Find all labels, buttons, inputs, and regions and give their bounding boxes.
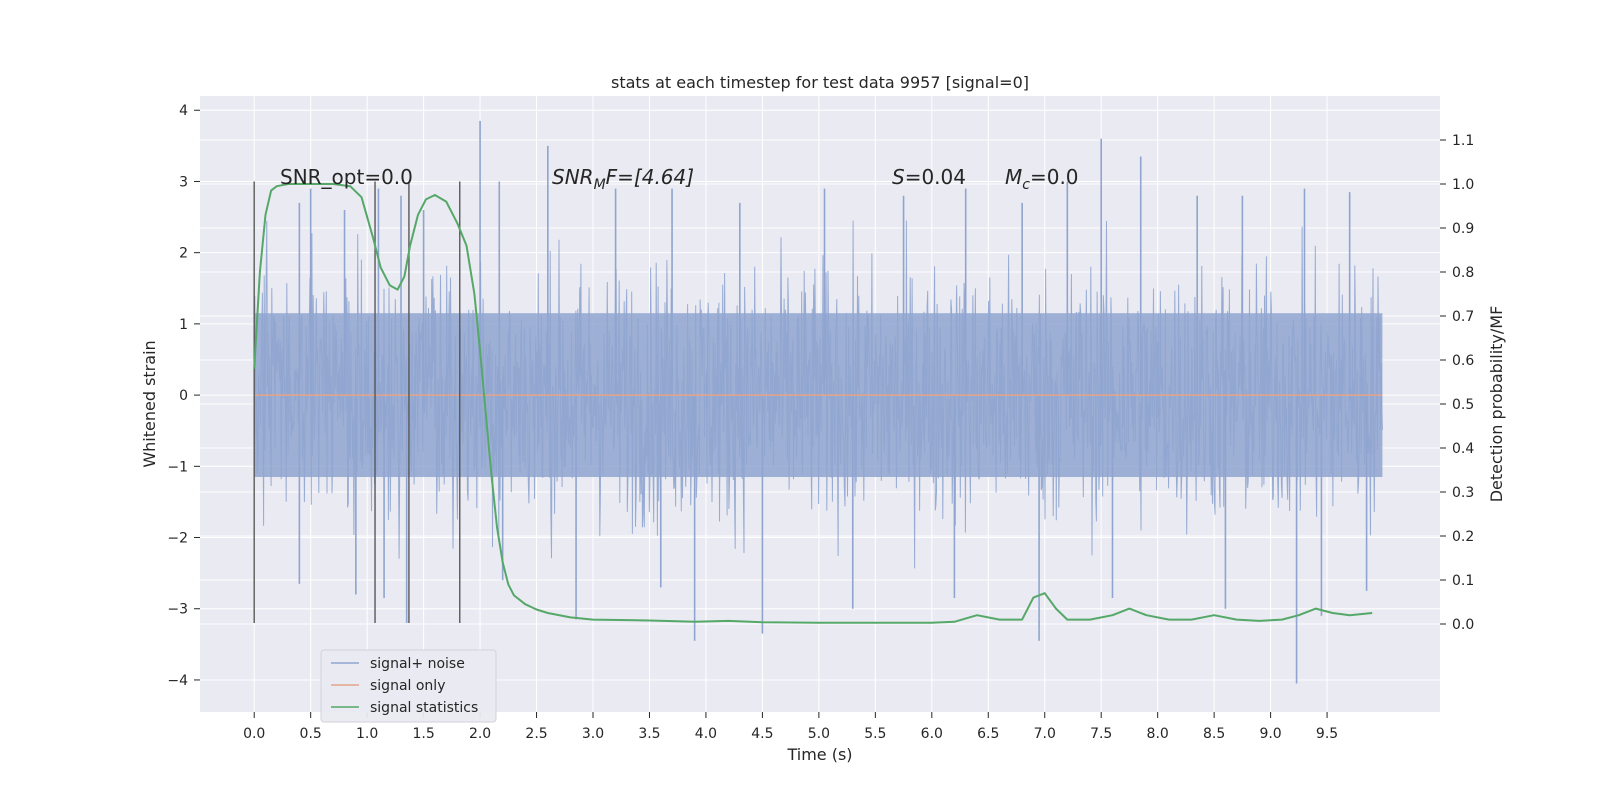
signal-statistics-series [253, 183, 1373, 624]
annotation-mc: Mc=0.0 [1005, 165, 1079, 193]
legend-label-noise: signal+ noise [370, 656, 465, 672]
x-tick-label-12: 6.0 [921, 726, 943, 742]
x-tick-label-3: 1.5 [412, 726, 434, 742]
x-tick-label-18: 9.0 [1259, 726, 1281, 742]
y2-tick-label-4: 0.7 [1452, 309, 1474, 325]
x-tick-label-14: 7.0 [1034, 726, 1056, 742]
y2-axis-label: Detection probability/MF [1487, 306, 1506, 503]
mc-sub: c [1022, 177, 1030, 193]
x-tick-label-11: 5.5 [864, 726, 886, 742]
y2-tick-label-2: 0.9 [1452, 221, 1474, 237]
y2-tick-label-0: 1.1 [1452, 133, 1474, 149]
x-tick-label-17: 8.5 [1203, 726, 1225, 742]
legend: signal+ noise signal only signal statist… [320, 649, 497, 723]
s-rest: =0.04 [905, 165, 966, 189]
annotation-snr-opt: SNR_opt=0.0 [280, 165, 413, 189]
legend-box [320, 649, 497, 723]
x-tick-label-0: 0.0 [243, 726, 265, 742]
y-tick-label-4: 0 [179, 388, 188, 404]
s-italic: S [892, 165, 905, 189]
y-axis-label: Whitened strain [140, 340, 159, 467]
x-tick-label-6: 3.0 [582, 726, 604, 742]
x-axis-ticks: 0.0 0.5 1.0 1.5 2.0 2.5 3.0 3.5 4.0 4.5 5.0 5.5 6.0 6… [243, 712, 1338, 742]
annotation-snr-mf: SNRMF=[4.64] [552, 165, 694, 193]
y-tick-label-8: −4 [167, 673, 188, 689]
x-tick-label-5: 2.5 [525, 726, 547, 742]
y-axis-ticks: 4 3 2 1 0 −1 −2 −3 −4 [167, 103, 200, 689]
annotation-s: S=0.04 [892, 165, 966, 189]
x-tick-label-8: 4.0 [695, 726, 717, 742]
y2-tick-label-11: 0.0 [1452, 617, 1474, 633]
mc-rest: =0.0 [1030, 165, 1079, 189]
x-tick-label-2: 1.0 [356, 726, 378, 742]
snr-mf-rest: F=[4.64] [606, 165, 694, 189]
x-tick-label-15: 7.5 [1090, 726, 1112, 742]
y2-axis-ticks: 1.1 1.0 0.9 0.8 0.7 0.6 0.5 0.4 0.3 0.2 0.1 0.0 [1440, 133, 1474, 633]
x-tick-label-16: 8.0 [1147, 726, 1169, 742]
chart-title: stats at each timestep for test data 995… [611, 73, 1029, 92]
snr-mf-italic: SNR [552, 165, 594, 189]
x-tick-label-1: 0.5 [300, 726, 322, 742]
y2-tick-label-3: 0.8 [1452, 265, 1474, 281]
x-tick-label-7: 3.5 [638, 726, 660, 742]
mc-italic: M [1005, 165, 1022, 189]
legend-label-signal: signal only [370, 678, 445, 694]
y2-tick-label-1: 1.0 [1452, 177, 1474, 193]
y2-tick-label-10: 0.1 [1452, 573, 1474, 589]
y2-tick-label-5: 0.6 [1452, 353, 1474, 369]
y-tick-label-7: −3 [167, 602, 188, 618]
legend-label-statistics: signal statistics [370, 700, 478, 716]
x-tick-label-19: 9.5 [1316, 726, 1338, 742]
y-tick-label-2: 2 [179, 246, 188, 262]
y2-tick-label-7: 0.4 [1452, 441, 1474, 457]
x-tick-label-4: 2.0 [469, 726, 491, 742]
y-tick-label-1: 3 [179, 174, 188, 190]
y-tick-label-3: 1 [179, 317, 188, 333]
x-tick-label-9: 4.5 [751, 726, 773, 742]
y-tick-label-5: −1 [167, 459, 188, 475]
y2-tick-label-8: 0.3 [1452, 485, 1474, 501]
x-tick-label-13: 6.5 [977, 726, 999, 742]
y2-tick-label-6: 0.5 [1452, 397, 1474, 413]
x-tick-label-10: 5.0 [808, 726, 830, 742]
snr-mf-sub: M [594, 177, 606, 193]
signal-statistics-line [253, 183, 1373, 624]
y2-tick-label-9: 0.2 [1452, 529, 1474, 545]
y-tick-label-0: 4 [179, 103, 188, 119]
y-tick-label-6: −2 [167, 531, 188, 547]
x-axis-label: Time (s) [786, 745, 852, 764]
